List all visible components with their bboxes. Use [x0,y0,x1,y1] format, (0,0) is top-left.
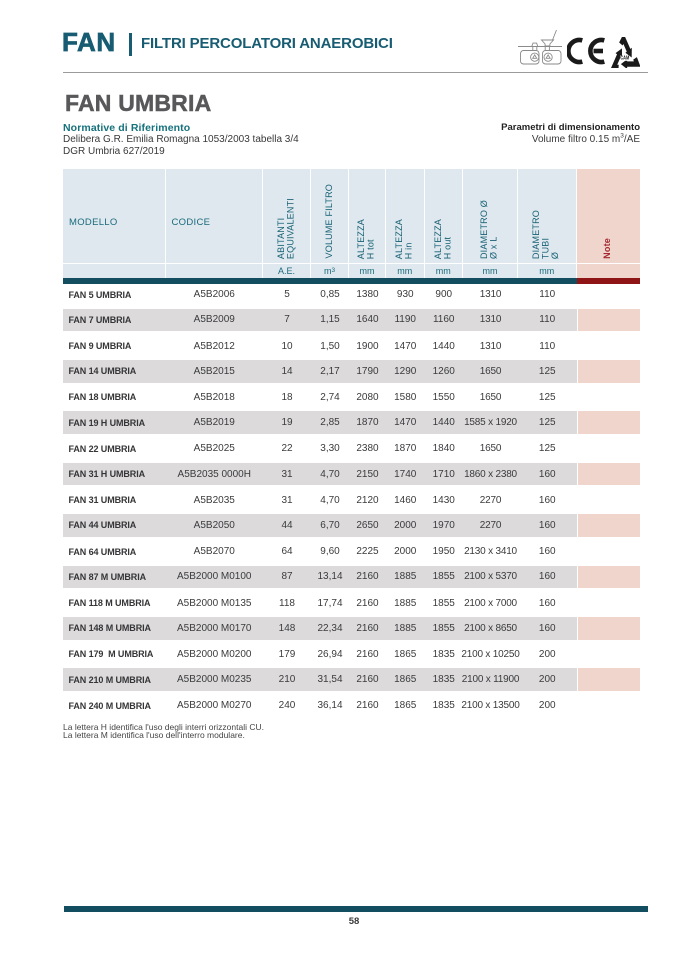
svg-text:CAM: CAM [620,55,629,61]
